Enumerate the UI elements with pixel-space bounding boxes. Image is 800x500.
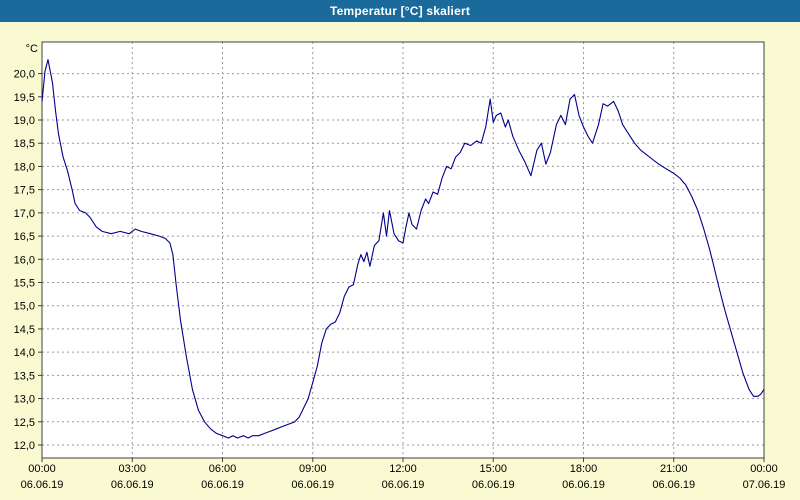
y-tick-label: 16,5 [14,231,35,243]
x-tick-date-label: 06.06.19 [652,479,695,491]
trend-chart: °C 20,0 19,5 19,0 18,5 18,0 17,5 17,0 16,5 16,0 15… [0,22,800,500]
x-tick-time-label: 12:00 [389,463,417,475]
x-tick-date-label: 06.06.19 [21,479,64,491]
x-tick-date-label: 06.06.19 [562,479,605,491]
y-axis-unit-label: °C [26,43,38,55]
x-tick-time-label: 06:00 [209,463,237,475]
x-tick-date-label: 07.06.19 [743,479,786,491]
x-tick-time-label: 21:00 [660,463,688,475]
y-tick-label: 13,5 [14,370,35,382]
y-tick-label: 12,5 [14,417,35,429]
x-tick-time-label: 00:00 [28,463,56,475]
temperature-line [41,59,765,439]
plot-area [42,42,764,458]
x-tick-date-label: 06.06.19 [382,479,425,491]
x-tick-time-label: 09:00 [299,463,327,475]
x-tick-time-label: 03:00 [118,463,146,475]
y-tick-label: 19,0 [14,115,35,127]
window-title: Temperatur [°C] skaliert [329,4,471,18]
x-tick-date-label: 06.06.19 [111,479,154,491]
y-tick-label: 13,0 [14,394,35,406]
y-tick-label: 17,0 [14,208,35,220]
window-title-bar: Temperatur [°C] skaliert [0,0,800,22]
y-tick-label: 16,0 [14,254,35,266]
y-tick-label: 14,5 [14,324,35,336]
x-tick-date-label: 06.06.19 [201,479,244,491]
x-tick-date-label: 06.06.19 [291,479,334,491]
y-tick-label: 12,0 [14,440,35,452]
y-tick-label: 18,5 [14,138,35,150]
x-tick-date-label: 06.06.19 [472,479,515,491]
y-tick-label: 18,0 [14,161,35,173]
y-tick-label: 15,5 [14,278,35,290]
y-tick-label: 19,5 [14,92,35,104]
y-tick-label: 14,0 [14,347,35,359]
x-tick-time-label: 18:00 [570,463,598,475]
y-tick-label: 20,0 [14,69,35,81]
y-tick-label: 15,0 [14,301,35,313]
y-tick-label: 17,5 [14,185,35,197]
x-tick-time-label: 15:00 [479,463,507,475]
x-tick-time-label: 00:00 [750,463,778,475]
chart-canvas: °C 20,0 19,5 19,0 18,5 18,0 17,5 17,0 16,5 16,0 15… [14,41,786,491]
